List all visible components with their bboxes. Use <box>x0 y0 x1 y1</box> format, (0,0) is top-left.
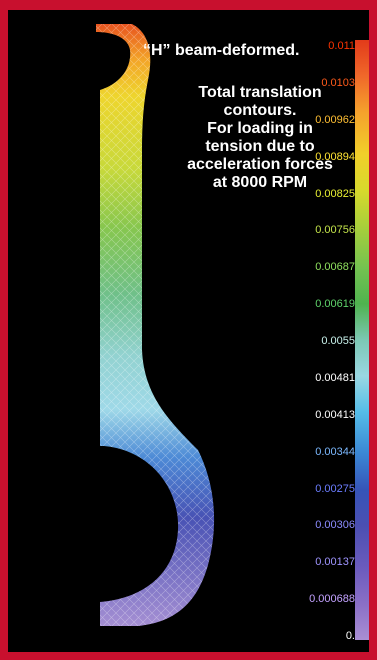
stage: “H” beam-deformed. Total translation con… <box>8 10 369 652</box>
legend-tick-label: 0.00481 <box>315 371 355 384</box>
finite-element-mesh <box>96 24 215 626</box>
legend-tick-label: 0.00306 <box>315 519 355 532</box>
caption-line: tension due to <box>205 138 315 155</box>
legend-tick-label: 0.00619 <box>315 298 355 311</box>
legend-tick-label: 0.00825 <box>315 187 355 200</box>
legend-tick-label: 0.00344 <box>315 445 355 458</box>
legend-tick-label: 0.0103 <box>321 76 355 89</box>
caption-line: Total translation <box>198 84 322 101</box>
legend-tick-label: 0.00756 <box>315 224 355 237</box>
legend-tick-label: 0.011 <box>328 40 355 52</box>
caption-line: at 8000 RPM <box>212 174 308 191</box>
caption-body: Total translation contours. For loading … <box>160 84 360 192</box>
connecting-rod-contour-plot <box>96 24 369 640</box>
caption-title: “H” beam-deformed. <box>143 42 300 59</box>
legend-tick-label: 0.00275 <box>315 482 355 495</box>
legend-tick-label: 0.00137 <box>315 556 355 569</box>
legend-tick-label: 0.00962 <box>315 113 355 126</box>
caption-line: For loading in <box>207 120 313 137</box>
legend-tick-label: 0.00687 <box>315 261 355 274</box>
legend-tick-label: 0.0055 <box>321 335 355 347</box>
legend-tick-label: 0.00413 <box>315 408 355 421</box>
legend-tick-label: 0.000688 <box>309 593 355 606</box>
caption-line: acceleration forces <box>187 156 333 173</box>
legend-tick-label: 0. <box>345 630 355 642</box>
legend-tick-label: 0.00894 <box>315 150 355 163</box>
legend-color-bar <box>355 40 369 640</box>
caption-line: contours. <box>223 102 297 119</box>
